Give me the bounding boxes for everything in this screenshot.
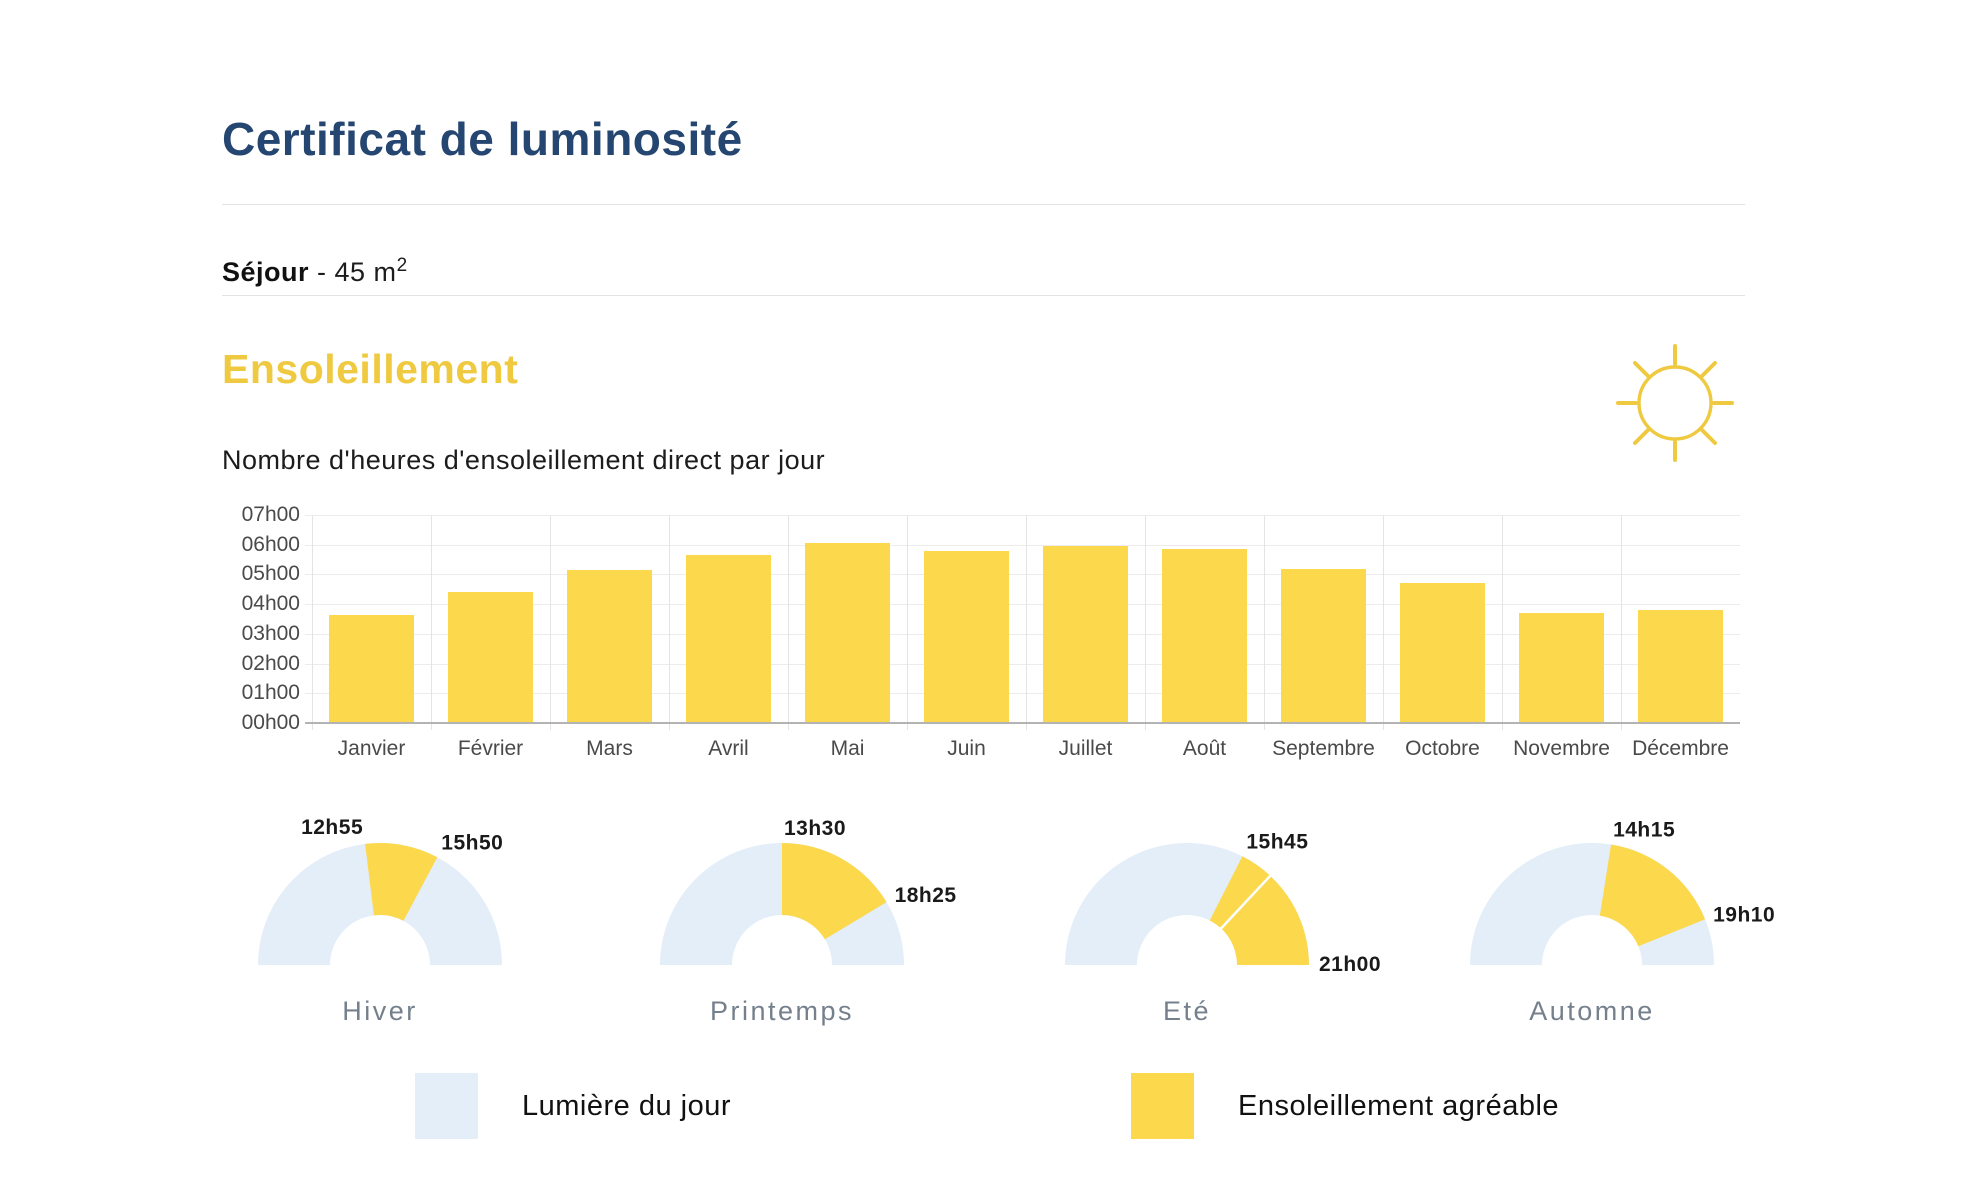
chart-bar	[1281, 568, 1366, 723]
y-axis-label: 02h00	[241, 651, 300, 675]
grid-line-v	[1621, 515, 1622, 730]
x-axis-label: Juin	[947, 737, 986, 760]
gauge-time-label: 12h55	[301, 816, 363, 839]
y-axis-label: 01h00	[241, 681, 300, 705]
season-gauge-2: 13h30 18h25 Printemps	[642, 810, 982, 1030]
y-axis-label: 06h00	[241, 532, 300, 556]
legend-item-daylight: Lumière du jour	[415, 1073, 731, 1139]
sunshine-arc	[1209, 856, 1309, 965]
sunshine-arc	[1599, 844, 1706, 947]
chart-bar	[1162, 549, 1247, 723]
chart-bar	[1400, 583, 1485, 723]
gauge-caption: Eté	[1162, 996, 1212, 1026]
gauge-time-label: 14h15	[1613, 819, 1675, 842]
room-line: Séjour - 45 m2	[222, 255, 408, 288]
wedge-separator	[1219, 874, 1272, 931]
grid-line-v	[669, 515, 670, 730]
gauge-caption: Automne	[1529, 996, 1655, 1026]
legend-label: Ensoleillement agréable	[1238, 1089, 1560, 1122]
gauge-caption: Hiver	[342, 996, 418, 1026]
divider	[222, 204, 1745, 205]
x-axis-label: Décembre	[1632, 737, 1729, 760]
legend-item-sunshine: Ensoleillement agréable	[1131, 1073, 1559, 1139]
room-area-exponent: 2	[396, 255, 408, 276]
chart-bar	[1043, 546, 1128, 723]
season-gauges: 12h55 15h50 Hiver 13h30 18h25 Printemps 15h45 2…	[222, 810, 1775, 1030]
gauge-time-label: 13h30	[784, 817, 846, 840]
gauge-time-label: 21h00	[1319, 953, 1381, 976]
x-axis-label: Août	[1182, 737, 1227, 760]
grid-line-h	[305, 693, 1740, 695]
grid-line-v	[1264, 515, 1265, 730]
grid-line-v	[550, 515, 551, 730]
x-axis-label: Juillet	[1058, 737, 1113, 760]
y-axis-label: 05h00	[241, 562, 300, 586]
grid-line-h	[305, 663, 1740, 665]
chart-bar	[567, 569, 652, 723]
gauge-time-label: 15h45	[1246, 830, 1308, 853]
chart-legend: Lumière du jour Ensoleillement agréable	[222, 1073, 1745, 1143]
chart-subtitle: Nombre d'heures d'ensoleillement direct …	[222, 445, 826, 475]
divider	[222, 295, 1745, 296]
chart-bar	[805, 543, 890, 723]
season-gauge-1: 12h55 15h50 Hiver	[240, 810, 580, 1030]
legend-label: Lumière du jour	[522, 1089, 731, 1122]
y-axis-label: 07h00	[241, 503, 300, 526]
x-axis-label: Février	[457, 737, 524, 760]
chart-bar	[686, 555, 771, 723]
chart-bar	[924, 550, 1009, 723]
chart-bar	[329, 614, 414, 723]
grid-line-v	[1383, 515, 1384, 730]
sunshine-arc	[365, 843, 438, 921]
x-axis-label: Novembre	[1513, 737, 1610, 760]
grid-line-v	[1026, 515, 1027, 730]
season-gauge-4: 14h15 19h10 Automne	[1452, 810, 1792, 1030]
page-title: Certificat de luminosité	[222, 113, 743, 165]
x-axis-label: Septembre	[1272, 737, 1375, 760]
sunlight-bar-chart: 00h00 01h00 02h00 03h00 04h00 05h00 06h00 07h00…	[222, 503, 1745, 775]
grid-line-h	[305, 633, 1740, 635]
y-axis-label: 00h00	[241, 711, 300, 734]
x-axis-label: Avril	[708, 737, 749, 760]
chart-bar	[1519, 613, 1604, 723]
section-heading: Ensoleillement	[222, 346, 519, 392]
grid-line-h	[305, 722, 1740, 724]
gauge-time-label: 19h10	[1713, 903, 1775, 926]
grid-line-h	[305, 574, 1740, 576]
room-area: - 45 m	[309, 257, 397, 287]
season-gauge-3: 15h45 21h00 Eté	[1047, 810, 1387, 1030]
grid-line-v	[1145, 515, 1146, 730]
grid-line-v	[1502, 515, 1503, 730]
sunshine-swatch	[1131, 1073, 1194, 1139]
x-axis-label: Janvier	[337, 737, 406, 760]
grid-line-h	[305, 604, 1740, 606]
grid-line-v	[907, 515, 908, 730]
plot-area	[305, 515, 1740, 730]
grid-line-v	[788, 515, 789, 730]
sun-icon	[1616, 342, 1734, 464]
chart-bar	[448, 592, 533, 723]
gauge-caption: Printemps	[709, 996, 855, 1026]
grid-line-v	[312, 515, 313, 730]
grid-line-v	[431, 515, 432, 730]
x-axis-label: Mars	[586, 737, 633, 760]
grid-line-h	[305, 515, 1740, 516]
x-axis-label: Mai	[830, 737, 865, 760]
y-axis-label: 04h00	[241, 592, 300, 616]
x-axis-label: Octobre	[1405, 737, 1480, 760]
y-axis-label: 03h00	[241, 621, 300, 645]
gauge-time-label: 18h25	[895, 884, 957, 907]
sunshine-arc	[782, 843, 887, 940]
chart-bar	[1638, 610, 1723, 723]
gauge-time-label: 15h50	[441, 831, 503, 854]
daylight-swatch	[415, 1073, 478, 1139]
certificate-page: Certificat de luminosité Séjour - 45 m2 …	[222, 0, 1775, 1200]
room-name: Séjour	[222, 257, 310, 287]
grid-line-h	[305, 544, 1740, 546]
